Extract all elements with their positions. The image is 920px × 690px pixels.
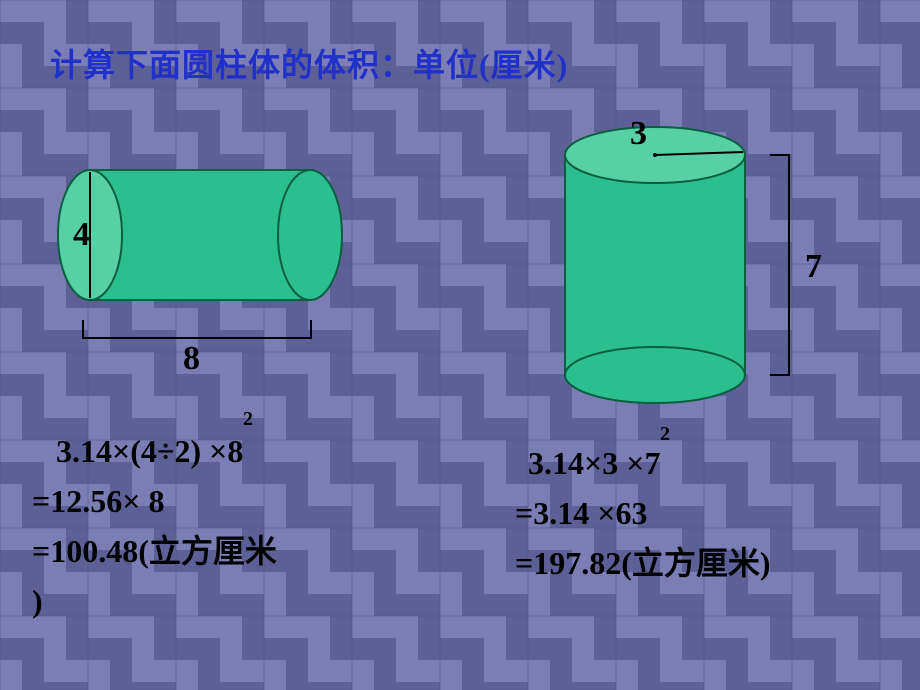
dim-tick (770, 374, 790, 376)
calc-left-line3: =100.48(立方厘米 (32, 528, 277, 574)
cylinder-right-diagram (555, 120, 765, 410)
cyl-left-diameter-label: 4 (73, 216, 90, 254)
dim-tick (770, 154, 790, 156)
page-title: 计算下面圆柱体的体积：单位(厘米) (50, 40, 568, 86)
cyl-right-radius-label: 3 (630, 115, 647, 153)
calc-left-line1: 3.14×(4÷2) ×8 (56, 428, 243, 474)
dim-line (82, 337, 312, 339)
calc-right-line2: =3.14 ×63 (515, 490, 647, 536)
dim-line (788, 154, 790, 376)
cyl-left-length-label: 8 (183, 340, 200, 378)
dim-tick (310, 320, 312, 338)
calc-right-sup: 2 (660, 423, 670, 446)
calc-left-line4: ) (32, 578, 43, 624)
cyl-right-height-label: 7 (805, 248, 822, 286)
calc-right-line1: 3.14×3 ×7 (528, 440, 660, 486)
calc-left-line2: =12.56× 8 (32, 478, 164, 524)
cylinder-left-diagram (55, 160, 355, 330)
calc-left-sup: 2 (243, 408, 253, 431)
dim-tick (82, 320, 84, 338)
calc-right-line3: =197.82(立方厘米) (515, 540, 771, 586)
